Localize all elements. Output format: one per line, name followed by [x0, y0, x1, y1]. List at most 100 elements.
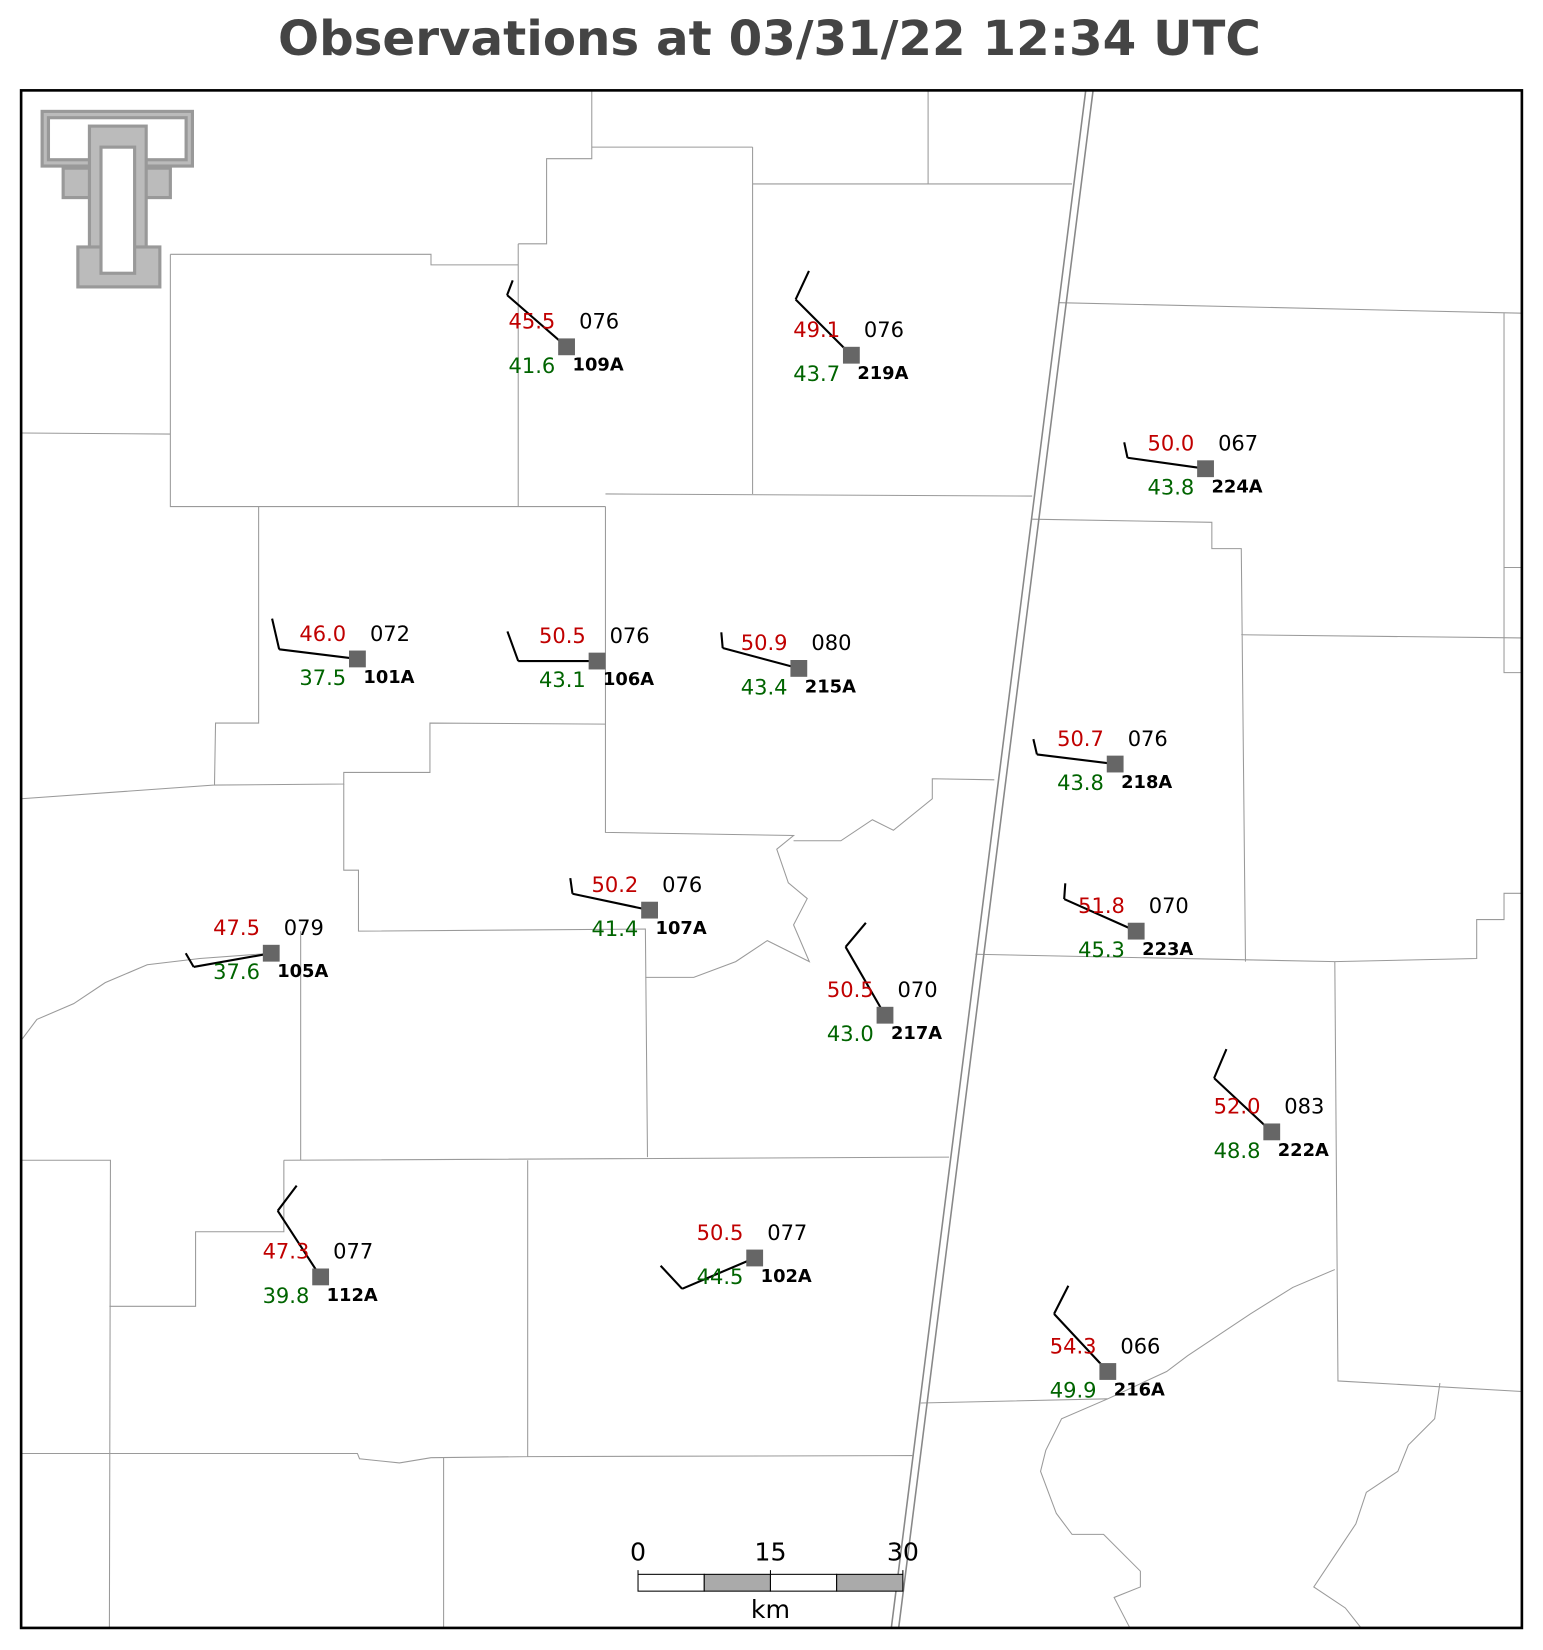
station-id: 217A: [891, 1023, 942, 1044]
scale-tick-label: 30: [887, 1537, 919, 1566]
station-marker: [790, 660, 808, 677]
station-marker: [876, 1006, 894, 1024]
dewpoint: 41.4: [592, 916, 639, 941]
dewpoint: 45.3: [1078, 937, 1125, 962]
station-marker: [1099, 1363, 1117, 1380]
station-marker: [641, 901, 658, 919]
station-id: 101A: [363, 667, 414, 688]
station-id: 224A: [1212, 477, 1263, 498]
scale-unit: km: [751, 1595, 790, 1624]
pressure: 080: [811, 630, 851, 655]
temperature: 54.3: [1050, 1333, 1097, 1358]
dewpoint: 44.5: [697, 1264, 744, 1289]
wind-barb: [184, 952, 272, 968]
station-marker: [1263, 1123, 1281, 1141]
temperature: 50.5: [539, 623, 586, 648]
dewpoint: 43.7: [793, 361, 840, 386]
station-id: 216A: [1114, 1379, 1165, 1400]
dewpoint: 41.6: [508, 353, 555, 378]
temperature: 50.9: [741, 630, 788, 655]
wind-barb: [1053, 1285, 1109, 1373]
station-marker: [349, 650, 366, 668]
station-marker: [1197, 460, 1214, 478]
dewpoint: 39.8: [263, 1283, 310, 1308]
pressure: 072: [370, 621, 410, 646]
scale-tick-label: 0: [630, 1537, 646, 1566]
pressure: 067: [1218, 431, 1258, 456]
scale-segment: [637, 1573, 705, 1592]
wind-barb: [271, 618, 358, 660]
station-id: 219A: [857, 363, 908, 384]
dewpoint: 43.8: [1147, 475, 1194, 500]
wind-barb: [720, 632, 800, 670]
wind-barb: [844, 922, 886, 1016]
station-id: 107A: [656, 918, 707, 939]
station-marker: [558, 338, 575, 356]
temperature: 47.3: [263, 1239, 310, 1264]
station-marker: [1106, 755, 1124, 773]
dewpoint: 48.8: [1214, 1138, 1261, 1163]
dewpoint: 49.9: [1050, 1377, 1097, 1402]
pressure: 070: [898, 977, 938, 1002]
temperature: 46.0: [299, 621, 346, 646]
logo: [40, 109, 194, 289]
pressure: 076: [579, 309, 619, 334]
pressure: 076: [1128, 726, 1168, 751]
dewpoint: 37.5: [299, 665, 346, 690]
temperature: 50.0: [1147, 431, 1194, 456]
temperature: 50.5: [697, 1220, 744, 1245]
temperature: 50.5: [827, 977, 874, 1002]
station-marker: [746, 1249, 764, 1267]
pressure: 077: [767, 1220, 807, 1245]
map-title: Observations at 03/31/22 12:34 UTC: [278, 11, 1261, 67]
station-id: 222A: [1278, 1140, 1329, 1161]
station-marker: [842, 346, 860, 364]
wind-barb: [276, 1184, 322, 1278]
station-id: 223A: [1142, 939, 1193, 960]
dewpoint: 43.8: [1057, 770, 1104, 795]
wind-barb: [506, 631, 598, 663]
wind-barb: [1063, 883, 1137, 933]
scale-bar: 0 15 30 km: [630, 1537, 919, 1624]
scale-segment: [836, 1573, 904, 1592]
dewpoint: 43.4: [741, 674, 788, 699]
station-id: 215A: [805, 676, 856, 697]
temperature: 52.0: [1214, 1094, 1261, 1119]
temperature: 50.7: [1057, 726, 1104, 751]
station-id: 105A: [277, 961, 328, 982]
temperature: 50.2: [592, 872, 639, 897]
station-id: 218A: [1121, 772, 1172, 793]
pressure: 083: [1284, 1094, 1324, 1119]
station-marker: [1127, 922, 1145, 940]
dewpoint: 43.0: [827, 1021, 874, 1046]
temperature: 49.1: [793, 317, 840, 342]
scale-segment: [703, 1573, 771, 1592]
station-id: 102A: [761, 1266, 812, 1287]
temperature: 45.5: [508, 309, 555, 334]
wind-barb: [1213, 1048, 1273, 1133]
pressure: 076: [610, 623, 650, 648]
dewpoint: 37.6: [213, 959, 260, 984]
station-marker: [588, 652, 606, 670]
station-id: 106A: [603, 669, 654, 690]
wind-barb: [506, 280, 568, 348]
temperature: 47.5: [213, 915, 260, 940]
scale-tick-label: 15: [754, 1537, 786, 1566]
wind-barb: [569, 877, 650, 912]
pressure: 066: [1120, 1333, 1160, 1358]
pressure: 070: [1149, 893, 1189, 918]
station-id: 109A: [573, 355, 624, 376]
wind-barb: [659, 1257, 756, 1290]
station-marker: [312, 1268, 330, 1286]
pressure: 077: [333, 1239, 373, 1264]
dewpoint: 43.1: [539, 667, 586, 692]
map-frame: [19, 89, 1524, 1630]
scale-segment: [769, 1573, 838, 1592]
wind-barb: [1123, 442, 1206, 470]
pressure: 079: [284, 915, 324, 940]
county-lines: [20, 90, 1522, 1629]
station-id: 112A: [327, 1285, 378, 1306]
wind-barb: [794, 270, 853, 356]
pressure: 076: [864, 317, 904, 342]
